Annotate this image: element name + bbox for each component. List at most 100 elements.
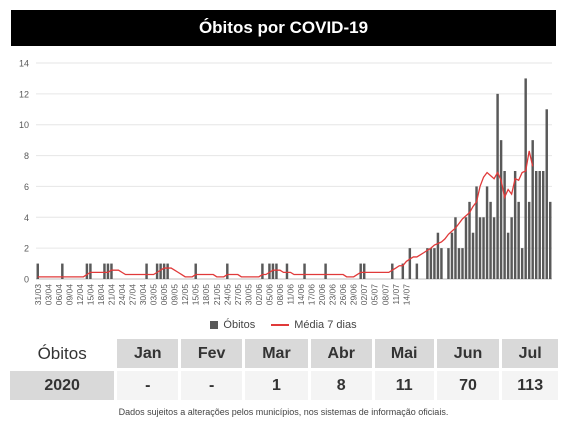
x-tick-label: 06/05 <box>159 284 169 306</box>
series-line-media-7-dias <box>37 150 534 278</box>
bar <box>468 201 471 279</box>
bar <box>440 248 443 279</box>
bar <box>520 248 524 279</box>
x-tick-label: 11/07 <box>391 284 401 305</box>
y-tick-label: 0 <box>24 275 29 285</box>
bar <box>513 171 517 279</box>
x-tick-label: 29/06 <box>349 284 359 306</box>
bar <box>503 171 506 279</box>
bar <box>524 78 527 279</box>
x-tick-label: 09/04 <box>64 284 74 306</box>
x-tick-label: 23/06 <box>328 284 338 306</box>
bar <box>61 263 64 279</box>
bar <box>324 263 327 279</box>
bar <box>549 201 552 279</box>
y-tick-label: 6 <box>24 182 29 192</box>
bar <box>461 248 464 279</box>
y-tick-label: 8 <box>24 151 29 161</box>
bar <box>527 201 531 279</box>
bar <box>106 263 110 279</box>
bar <box>268 263 271 279</box>
x-tick-label: 21/05 <box>212 284 222 306</box>
month-value: 113 <box>499 368 558 400</box>
x-tick-label: 08/06 <box>275 284 285 306</box>
bar <box>475 186 478 279</box>
bar <box>162 263 166 279</box>
bar <box>426 248 429 279</box>
x-tick-label: 03/04 <box>43 284 53 306</box>
y-tick-label: 10 <box>19 120 29 130</box>
y-tick-label: 12 <box>19 89 29 99</box>
bar <box>401 263 405 279</box>
summary-header-row: Óbitos Jan Fev Mar Abr Mai Jun Jul <box>10 339 558 370</box>
month-value: 11 <box>371 368 436 400</box>
x-tick-label: 12/05 <box>180 284 190 306</box>
bar <box>359 263 362 279</box>
bar <box>510 217 513 279</box>
x-tick-label: 05/06 <box>264 284 274 306</box>
bar <box>478 217 482 279</box>
bar <box>534 171 538 279</box>
month-value: - <box>178 368 244 400</box>
x-tick-label: 20/06 <box>317 284 327 306</box>
x-tick-label: 14/07 <box>401 284 411 306</box>
bar <box>492 217 496 279</box>
bar <box>110 263 113 279</box>
month-value: 70 <box>433 368 501 400</box>
bar <box>464 217 468 279</box>
bar <box>429 248 433 279</box>
y-tick-label: 14 <box>19 59 29 69</box>
bar <box>103 263 106 279</box>
x-tick-label: 14/06 <box>296 284 306 306</box>
legend-label-bars: Óbitos <box>223 319 256 331</box>
bar <box>450 232 454 279</box>
bar <box>447 248 450 279</box>
x-tick-label: 17/06 <box>307 284 317 306</box>
summary-year-label: 2020 <box>10 368 116 400</box>
x-tick-label: 26/06 <box>338 284 348 306</box>
month-value: 1 <box>242 368 310 400</box>
bar <box>485 186 489 279</box>
bar <box>496 93 499 279</box>
month-value: 8 <box>307 368 374 400</box>
bar <box>454 217 457 279</box>
bar <box>489 201 492 279</box>
chart-title: Óbitos por COVID-19 <box>11 10 556 46</box>
month-header: Jun <box>433 339 501 370</box>
x-tick-label: 15/04 <box>85 284 95 306</box>
bar <box>226 263 229 279</box>
x-tick-label: 27/05 <box>233 284 243 306</box>
legend-item-obitos: Óbitos <box>210 319 255 331</box>
bar <box>362 263 366 279</box>
month-header: Jan <box>114 339 180 370</box>
x-tick-label: 03/05 <box>149 284 159 306</box>
x-tick-label: 11/06 <box>285 284 295 305</box>
x-tick-label: 18/05 <box>201 284 211 306</box>
bar <box>541 171 545 279</box>
bar <box>285 263 289 279</box>
bar <box>194 263 197 279</box>
legend-swatch-bars <box>210 321 219 329</box>
month-header: Fev <box>178 339 244 370</box>
x-tick-label: 24/05 <box>222 284 232 306</box>
x-tick-label: 24/04 <box>117 284 127 306</box>
bar <box>408 248 412 279</box>
legend-swatch-line <box>271 324 290 326</box>
x-tick-label: 09/05 <box>170 284 180 306</box>
bar <box>506 232 510 279</box>
x-tick-label: 08/07 <box>380 284 390 306</box>
bar <box>391 263 394 279</box>
x-tick-label: 15/05 <box>191 284 201 306</box>
x-tick-label: 05/07 <box>370 284 380 306</box>
legend: Óbitos Média 7 dias <box>0 316 567 334</box>
bar <box>159 263 162 279</box>
monthly-summary-table: Óbitos Jan Fev Mar Abr Mai Jun Jul 2020 … <box>10 339 558 400</box>
bar <box>271 263 275 279</box>
y-tick-label: 2 <box>24 244 29 254</box>
bar <box>538 171 541 279</box>
x-tick-label: 30/05 <box>243 284 253 306</box>
month-header: Mai <box>371 339 436 370</box>
bar <box>261 263 264 279</box>
bar <box>471 232 475 279</box>
